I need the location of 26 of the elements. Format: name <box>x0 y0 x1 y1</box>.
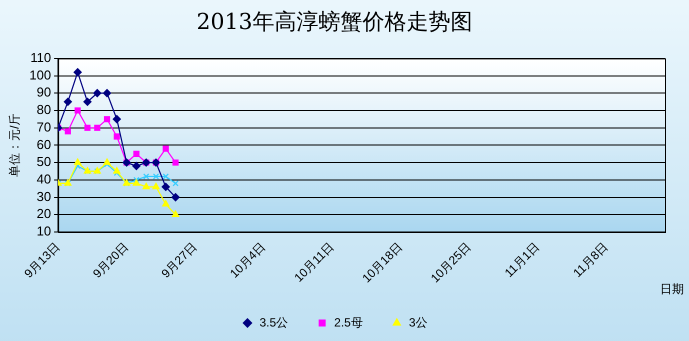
x-tick-label: 9月20日 <box>90 240 132 281</box>
legend-label: 3公 <box>408 315 428 330</box>
y-tick-label: 110 <box>30 50 52 65</box>
y-tick-label: 90 <box>36 84 52 100</box>
y-tick-label: 50 <box>36 154 52 170</box>
legend-label: 3.5公 <box>259 315 288 330</box>
x-tick-label: 9月27日 <box>158 240 200 281</box>
x-tick-label: 9月13日 <box>22 240 63 281</box>
x-tick-label: 10月18日 <box>359 240 406 286</box>
y-tick-label: 30 <box>36 188 52 204</box>
x-tick-label: 10月11日 <box>292 240 337 285</box>
y-tick-label: 80 <box>36 102 52 118</box>
x-tick-label: 10月25日 <box>428 240 474 286</box>
legend-label: 2.5母 <box>334 315 363 330</box>
x-tick-label: 11月8日 <box>570 240 611 280</box>
x-axis-title: 日期 <box>660 282 684 296</box>
x-tick-label: 11月1日 <box>502 240 542 280</box>
y-tick-label: 40 <box>36 171 52 186</box>
y-axis-title: 单位：元/斤 <box>8 114 22 177</box>
y-tick-label: 10 <box>36 224 52 239</box>
y-tick-label: 100 <box>29 67 52 82</box>
chart-title: 2013年高淳螃蟹价格走势图 <box>196 10 472 35</box>
y-tick-label: 60 <box>36 136 52 152</box>
x-tick-label: 10月4日 <box>227 240 268 281</box>
y-tick-label: 70 <box>36 119 52 134</box>
y-tick-label: 20 <box>36 206 52 222</box>
